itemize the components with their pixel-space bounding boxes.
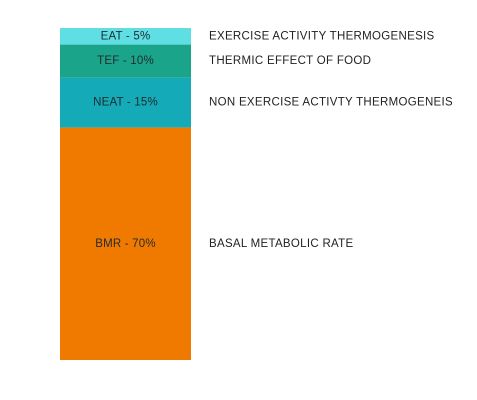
segment-description-tef: THERMIC EFFECT OF FOOD [209, 55, 371, 67]
segment-description-neat: NON EXERCISE ACTIVTY THERMOGENEIS [209, 97, 453, 109]
segment-label-neat: NEAT - 15% [93, 97, 158, 109]
segment-descriptions: EXERCISE ACTIVITY THERMOGENESIS THERMIC E… [209, 30, 453, 250]
segment-description-eat: EXERCISE ACTIVITY THERMOGENESIS [209, 30, 435, 42]
bar-segment-neat [60, 77, 191, 128]
bar-segment-tef [60, 44, 191, 78]
segment-label-eat: EAT - 5% [101, 30, 151, 42]
bar-segment-bmr [60, 127, 191, 360]
stacked-bar: EAT - 5% TEF - 10% NEAT - 15% BMR - 70% [60, 28, 191, 360]
segment-label-tef: TEF - 10% [97, 55, 154, 67]
bar-segment-eat [60, 28, 191, 45]
segment-label-bmr: BMR - 70% [95, 238, 156, 250]
segment-description-bmr: BASAL METABOLIC RATE [209, 238, 353, 250]
